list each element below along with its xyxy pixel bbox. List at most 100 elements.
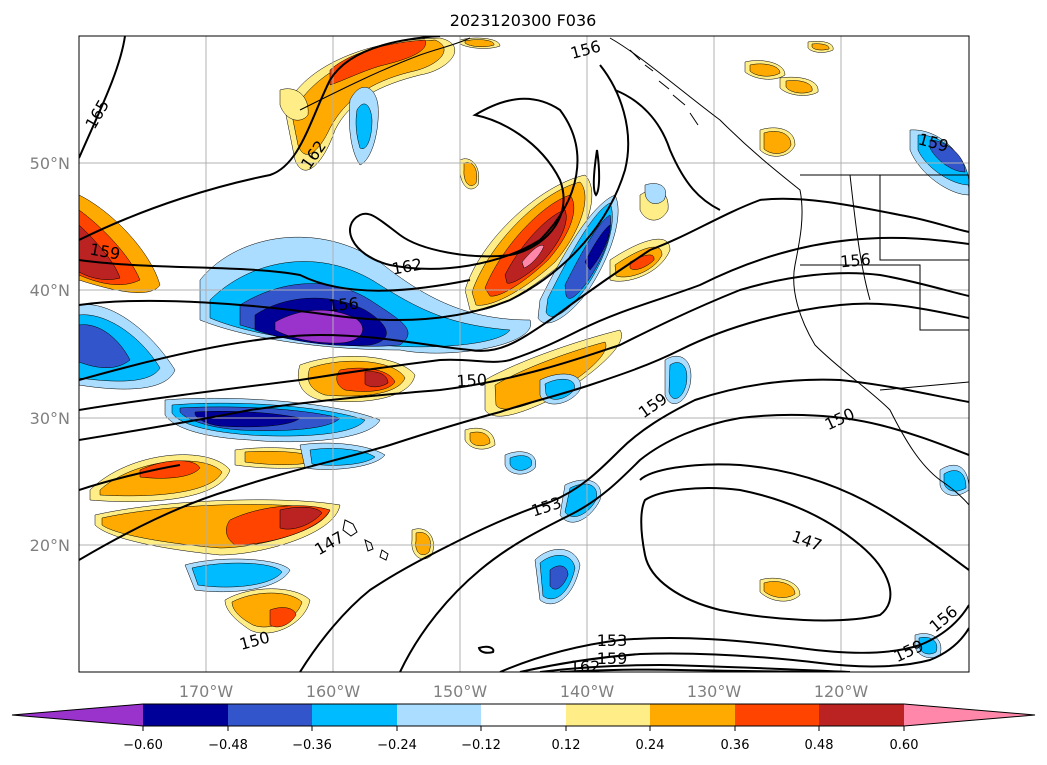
contour-line <box>79 197 969 381</box>
contour-line <box>592 149 601 197</box>
colorbar-tick-label: 0.24 <box>636 738 665 753</box>
lon-label-170w: 170°W <box>179 682 234 701</box>
colorbar-bin <box>735 704 819 726</box>
shade-blob <box>269 607 297 628</box>
shade-blob <box>79 324 131 368</box>
colorbar: −0.60 −0.48 −0.36 −0.24 −0.12 0.12 0.24 … <box>11 703 1036 753</box>
shade-blob <box>668 362 688 399</box>
coastline-alaska <box>299 37 471 111</box>
shade-blob <box>918 637 938 655</box>
graticule <box>79 36 969 672</box>
shade-blob <box>509 455 532 471</box>
contour-line <box>79 64 630 321</box>
lon-label-140w: 140°W <box>560 682 615 701</box>
colorbar-tick-labels: −0.60 −0.48 −0.36 −0.24 −0.12 0.12 0.24 … <box>123 738 918 753</box>
colorbar-tick-label: 0.60 <box>890 738 919 753</box>
colorbar-tick-label: 0.36 <box>721 738 750 753</box>
colorbar-tick-label: 0.48 <box>805 738 834 753</box>
shade-blob <box>644 183 666 204</box>
lon-label-130w: 130°W <box>687 682 742 701</box>
lat-label-30n: 30°N <box>30 409 70 428</box>
colorbar-bin <box>566 704 650 726</box>
colorbar-bin <box>819 704 904 726</box>
lat-label-20n: 20°N <box>30 536 70 555</box>
lat-label-40n: 40°N <box>30 281 70 300</box>
contour-line <box>79 259 471 292</box>
colorbar-bin <box>397 704 481 726</box>
colorbar-tick-label: −0.60 <box>123 738 163 753</box>
map-title: 2023120300 F036 <box>450 11 597 30</box>
shade-blob <box>785 80 813 94</box>
shade-blob <box>79 224 121 280</box>
shade-blob <box>279 88 309 121</box>
contour-line <box>614 89 721 211</box>
contour-line <box>349 97 579 270</box>
shade-blob <box>763 581 796 598</box>
shade-blob <box>279 506 323 530</box>
colorbar-extend-min <box>12 704 143 726</box>
shade-blob <box>415 532 431 556</box>
lon-label-120w: 120°W <box>814 682 869 701</box>
island-hawaii <box>342 519 389 561</box>
border-state-2 <box>879 175 969 261</box>
contour-line <box>79 272 969 441</box>
contour-line <box>79 36 126 159</box>
contour-line <box>539 663 851 672</box>
map-frame <box>78 35 970 673</box>
contour-label: 150 <box>456 370 487 391</box>
contour-label: 153 <box>597 631 628 650</box>
shade-blob <box>464 39 495 47</box>
shade-blob <box>355 103 373 150</box>
lon-label-150w: 150°W <box>433 682 488 701</box>
contour-line <box>640 487 892 622</box>
colorbar-bin <box>481 704 566 726</box>
shade-blob <box>139 460 201 479</box>
shade-blob <box>943 470 967 492</box>
contour-line <box>639 463 969 571</box>
shade-blob <box>309 448 376 466</box>
shade-blob <box>584 224 611 271</box>
shade-blob <box>521 245 545 269</box>
contour-label: 159 <box>597 649 628 668</box>
contour-line <box>79 464 181 491</box>
colorbar-bin <box>650 704 735 726</box>
contour-line <box>499 604 969 672</box>
longitude-labels: 170°W 160°W 150°W 140°W 130°W 120°W <box>179 682 869 701</box>
contour-label: 156 <box>327 294 359 316</box>
height-contours <box>79 36 969 672</box>
colorbar-bin <box>312 704 397 726</box>
coastline-north-america <box>609 37 969 506</box>
shade-blob <box>364 371 389 388</box>
border-state-1 <box>849 174 871 301</box>
shade-blob <box>469 431 491 447</box>
shade-blob <box>929 139 966 173</box>
shaded-field <box>79 37 969 659</box>
shade-blob <box>549 565 569 590</box>
contour-label: 156 <box>839 250 871 272</box>
contour-line <box>477 645 495 654</box>
shade-blob <box>763 131 792 154</box>
shade-blob <box>191 562 283 588</box>
border-state-3 <box>800 264 969 331</box>
contour-line <box>299 378 969 672</box>
contour-line <box>399 413 969 672</box>
colorbar-bin <box>228 704 312 726</box>
map-panel: 165 156 162 159 162 156 156 150 159 150 … <box>78 35 970 676</box>
colorbar-bin <box>143 704 228 726</box>
contour-line <box>79 36 441 241</box>
lon-label-160w: 160°W <box>306 682 361 701</box>
colorbar-tick-label: 0.12 <box>552 738 581 753</box>
contour-line <box>79 236 969 411</box>
lat-label-50n: 50°N <box>30 154 70 173</box>
colorbar-tick-label: −0.48 <box>208 738 248 753</box>
shade-blob <box>811 43 830 51</box>
colorbar-ticks <box>142 726 905 731</box>
coast-bits <box>629 49 699 126</box>
colorbar-extend-max <box>904 704 1035 726</box>
latitude-labels: 50°N 40°N 30°N 20°N <box>30 154 70 555</box>
colorbar-tick-label: −0.24 <box>377 738 417 753</box>
contour-label: 162 <box>570 657 601 676</box>
colorbar-tick-label: −0.12 <box>461 738 501 753</box>
contour-line <box>79 302 969 561</box>
